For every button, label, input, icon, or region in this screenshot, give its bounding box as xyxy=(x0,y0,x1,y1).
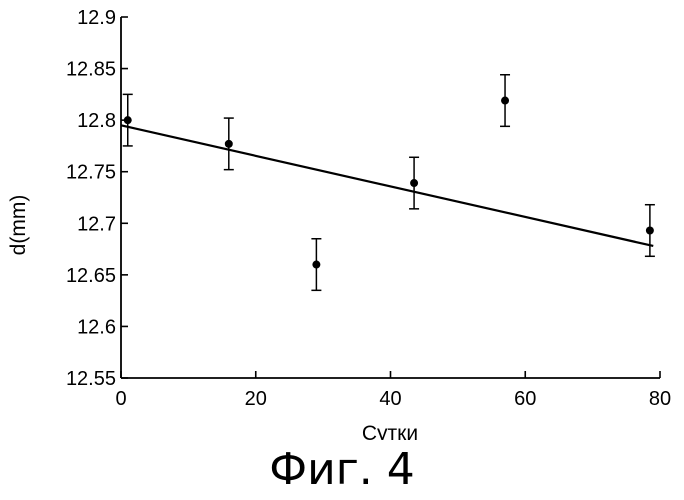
x-tick-label: 60 xyxy=(514,388,536,410)
y-tick-label: 12.55 xyxy=(66,368,116,390)
point-marker xyxy=(501,97,509,105)
x-tick-label: 40 xyxy=(379,388,401,410)
point-marker xyxy=(312,261,320,269)
y-ticks: 12.55 12.6 12.65 12.7 12.75 12.8 12.85 12.9 xyxy=(66,7,128,390)
y-axis-title: d(mm) xyxy=(7,195,30,256)
y-tick-label: 12.85 xyxy=(66,59,116,81)
data-point xyxy=(500,75,510,127)
data-point xyxy=(123,94,133,146)
y-tick-label: 12.9 xyxy=(77,7,116,29)
point-marker xyxy=(124,116,132,124)
y-tick-label: 12.65 xyxy=(66,265,116,287)
y-tick-label: 12.75 xyxy=(66,162,116,184)
point-marker xyxy=(646,227,654,235)
point-marker xyxy=(410,179,418,187)
point-marker xyxy=(225,140,233,148)
y-tick-label: 12.7 xyxy=(77,213,116,235)
x-tick-label: 0 xyxy=(115,388,126,410)
fit-line-group xyxy=(121,125,653,246)
data-point xyxy=(645,205,655,257)
chart: 12.55 12.6 12.65 12.7 12.75 12.8 12.85 12.9 0 20… xyxy=(0,0,684,440)
x-axis-title: Сутки xyxy=(362,422,418,440)
data-point xyxy=(409,157,419,209)
data-points xyxy=(123,75,655,291)
axes xyxy=(121,17,660,378)
x-ticks: 0 20 40 60 80 xyxy=(115,371,671,410)
x-tick-label: 20 xyxy=(245,388,267,410)
x-tick-label: 80 xyxy=(649,388,671,410)
figure-caption: Фиг. 4 xyxy=(0,444,684,496)
fit-line xyxy=(121,125,653,246)
y-tick-label: 12.6 xyxy=(77,316,116,338)
data-point xyxy=(224,118,234,170)
data-point xyxy=(311,239,321,291)
y-tick-label: 12.8 xyxy=(77,110,116,132)
